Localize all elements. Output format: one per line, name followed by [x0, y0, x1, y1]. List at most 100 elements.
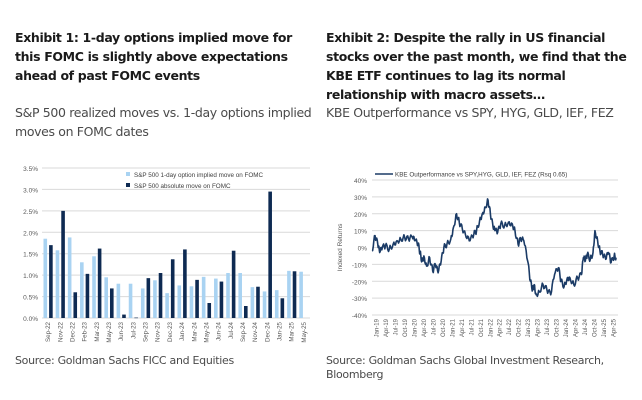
bar-absolute — [280, 298, 285, 318]
bar-absolute — [158, 273, 163, 318]
x-tick-label: Jul-22 — [507, 318, 513, 335]
x-tick-label: Jan-22 — [488, 318, 494, 337]
bar-absolute — [146, 278, 151, 318]
x-tick-label: Jun-24 — [216, 321, 223, 340]
legend: KBE Outperformance vs SPY,HYG, GLD, IEF,… — [375, 172, 567, 179]
x-tick-label: Oct-19 — [403, 318, 409, 337]
x-tick-label: Sep-24 — [240, 321, 247, 342]
exhibit-2-subtitle: KBE Outperformance vs SPY, HYG, GLD, IEF… — [326, 105, 614, 120]
y-gridlines — [372, 179, 618, 316]
legend: S&P 500 1-day option implied move on FOM… — [126, 172, 263, 190]
bar-implied — [299, 271, 303, 318]
bar-implied — [104, 277, 108, 318]
bar-implied — [43, 238, 48, 318]
bar-implied — [214, 278, 218, 318]
exhibit-2-title: Exhibit 2: Despite the rally in US finan… — [326, 30, 627, 102]
series-line — [371, 198, 617, 298]
y-axis-label: Indexed Returns — [337, 223, 344, 271]
bar-implied — [92, 256, 96, 318]
x-tick-label: Mar-23 — [94, 321, 101, 341]
bars — [43, 191, 303, 319]
bar-absolute — [207, 303, 212, 318]
legend-label: KBE Outperformance vs SPY,HYG, GLD, IEF,… — [395, 172, 567, 179]
x-tick-label: Jan-19 — [375, 318, 381, 337]
x-tick-label: Oct-21 — [479, 318, 485, 337]
legend-label-absolute: S&P 500 absolute move on FOMC — [134, 183, 231, 190]
bar-implied — [238, 273, 242, 318]
bar-implied — [201, 276, 206, 318]
x-tick-label: Apr-20 — [422, 318, 428, 337]
x-tick-label: Nov-22 — [57, 321, 64, 342]
x-tick-label: Jul-19 — [394, 318, 400, 335]
bar-absolute — [85, 273, 90, 318]
bar-absolute — [97, 248, 102, 318]
bar-implied — [226, 273, 230, 318]
bar-absolute — [292, 271, 297, 318]
x-tick-label: Sep-23 — [143, 321, 150, 342]
exhibit-1-source: Source: Goldman Sachs FICC and Equities — [15, 354, 234, 367]
y-tick-label: 2.0% — [23, 230, 38, 237]
bar-implied — [287, 270, 291, 318]
x-tick-label: Jan-20 — [413, 318, 419, 337]
x-tick-label: Nov-23 — [155, 321, 162, 342]
x-tick-label: Nov-24 — [252, 321, 259, 342]
y-tick-label: 0.5% — [23, 295, 38, 302]
bar-absolute — [110, 288, 114, 318]
x-tick-label: Jul-23 — [130, 321, 137, 338]
bar-implied — [55, 250, 60, 318]
y-axis-ticks: -40% -30% -20% -10% 0% 10% 20% 30% 40% — [352, 178, 367, 320]
bar-absolute — [170, 259, 175, 318]
x-axis-ticks: Jan-19 Apr-19 Jul-19 Oct-19 Jan-20 Apr-20 Jul-… — [375, 318, 618, 337]
exhibit-1-title: Exhibit 1: 1-day options implied move fo… — [15, 30, 292, 83]
bar-implied — [153, 280, 157, 318]
bar-absolute — [231, 250, 236, 318]
x-tick-label: Jul-24 — [583, 318, 589, 335]
bar-implied — [177, 285, 182, 318]
bar-absolute — [219, 281, 224, 318]
y-tick-label: -10% — [352, 262, 367, 269]
y-tick-label: -20% — [352, 279, 367, 286]
x-tick-label: Jan-24 — [564, 318, 570, 337]
y-tick-label: 0.0% — [23, 316, 38, 323]
x-tick-label: Dec-22 — [69, 321, 76, 342]
x-tick-label: May-24 — [203, 321, 210, 342]
bar-absolute — [122, 314, 126, 318]
x-tick-label: Jul-23 — [545, 318, 551, 335]
x-tick-label: Sep-22 — [45, 321, 52, 342]
kbe-outperformance-line-chart: -40% -30% -20% -10% 0% 10% 20% 30% 40% Indexed R… — [337, 172, 618, 337]
y-tick-label: 10% — [354, 229, 367, 236]
x-tick-label: Jan-25 — [277, 321, 284, 340]
x-tick-label: May-23 — [106, 321, 113, 342]
y-tick-label: 0% — [358, 246, 368, 253]
y-tick-label: 2.5% — [23, 209, 38, 216]
y-tick-label: 1.0% — [23, 273, 38, 280]
bar-implied — [250, 287, 255, 318]
bar-absolute — [134, 317, 138, 319]
kbe-outperformance-line — [371, 198, 617, 298]
x-tick-label: Apr-22 — [498, 318, 504, 337]
x-tick-label: Jun-23 — [118, 321, 125, 340]
bar-absolute — [268, 191, 272, 318]
bar-implied — [80, 262, 84, 318]
exhibit-1-subtitle: S&P 500 realized moves vs. 1-day options… — [15, 105, 312, 139]
bar-implied — [67, 237, 72, 318]
y-tick-label: 30% — [354, 195, 367, 202]
x-tick-label: Dec-24 — [264, 321, 271, 342]
legend-swatch-absolute — [126, 183, 130, 187]
x-tick-label: Oct-22 — [517, 318, 523, 337]
bar-implied — [140, 288, 145, 318]
y-tick-label: -40% — [352, 313, 367, 320]
x-tick-label: Oct-23 — [555, 318, 561, 337]
y-tick-label: 40% — [354, 178, 367, 185]
bar-absolute — [183, 249, 187, 318]
bar-absolute — [49, 245, 53, 318]
x-tick-label: Apr-23 — [536, 318, 542, 337]
legend-label-implied: S&P 500 1-day option implied move on FOM… — [134, 172, 263, 179]
bar-implied — [165, 293, 169, 318]
x-tick-label: Jan-21 — [450, 318, 456, 337]
x-tick-label: Mar-24 — [191, 321, 198, 341]
y-tick-label: 1.5% — [23, 252, 38, 259]
exhibit-1-panel: Exhibit 1: 1-day options implied move fo… — [0, 0, 320, 400]
x-tick-label: Jul-24 — [228, 321, 235, 338]
x-tick-label: Apr-25 — [611, 318, 617, 337]
